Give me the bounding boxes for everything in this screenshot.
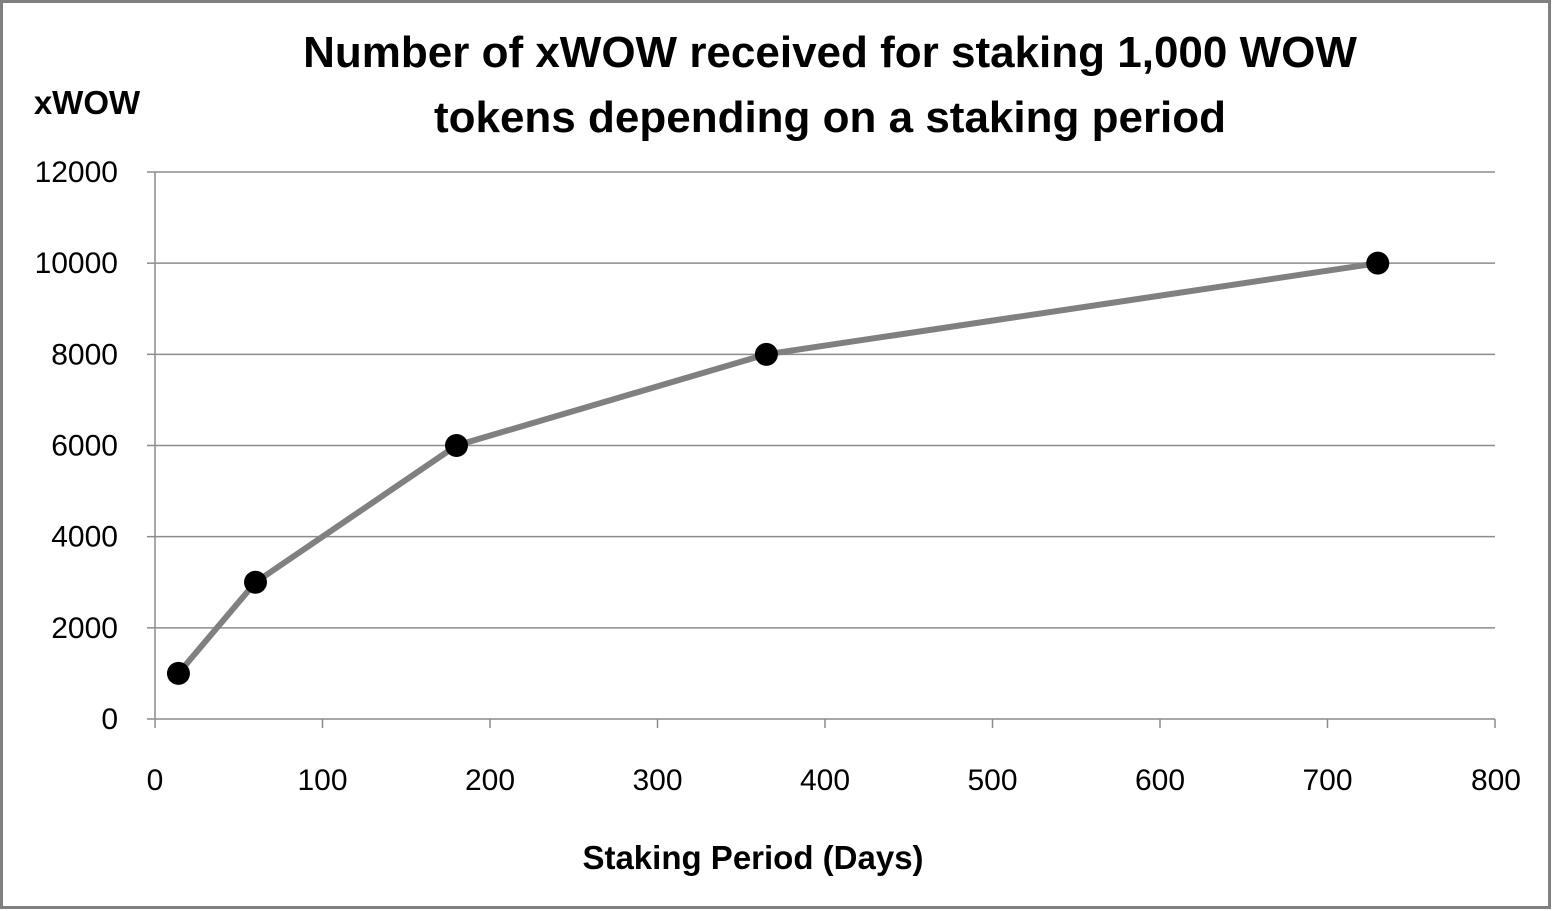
- x-tick-label: 200: [465, 764, 515, 797]
- series: [166, 251, 1390, 685]
- y-tick-label: 4000: [51, 521, 118, 554]
- tick-labels: 0 2000 4000 6000 8000 10000 12000 0 100 200 300 400…: [35, 156, 1521, 797]
- y-tick-label: 0: [101, 703, 118, 736]
- y-axis-title: xWOW: [34, 84, 141, 121]
- x-tick-label: 400: [800, 764, 850, 797]
- x-tick-label: 600: [1135, 764, 1185, 797]
- y-tick-label: 8000: [51, 338, 118, 371]
- x-axis-title: Staking Period (Days): [582, 839, 923, 876]
- chart-title-line-2: tokens depending on a staking period: [434, 93, 1226, 142]
- data-point-marker: [754, 342, 778, 366]
- x-tick-label: 0: [147, 764, 164, 797]
- chart-title-line-1: Number of xWOW received for staking 1,00…: [303, 28, 1357, 77]
- axes: [147, 171, 1496, 728]
- data-point-marker: [244, 570, 267, 594]
- x-tick-label: 500: [967, 764, 1017, 797]
- y-tick-label: 2000: [51, 612, 118, 645]
- data-point-marker: [1366, 251, 1390, 275]
- x-tick-label: 100: [297, 764, 347, 797]
- y-tick-label: 12000: [35, 156, 118, 189]
- y-tick-label: 6000: [51, 430, 118, 463]
- data-point-marker: [166, 661, 190, 685]
- data-point-marker: [445, 434, 468, 457]
- x-tick-label: 700: [1302, 764, 1352, 797]
- gridlines: [155, 171, 1495, 629]
- y-tick-label: 10000: [35, 247, 118, 280]
- x-tick-label: 300: [632, 764, 682, 797]
- x-tick-label: 800: [1471, 764, 1521, 797]
